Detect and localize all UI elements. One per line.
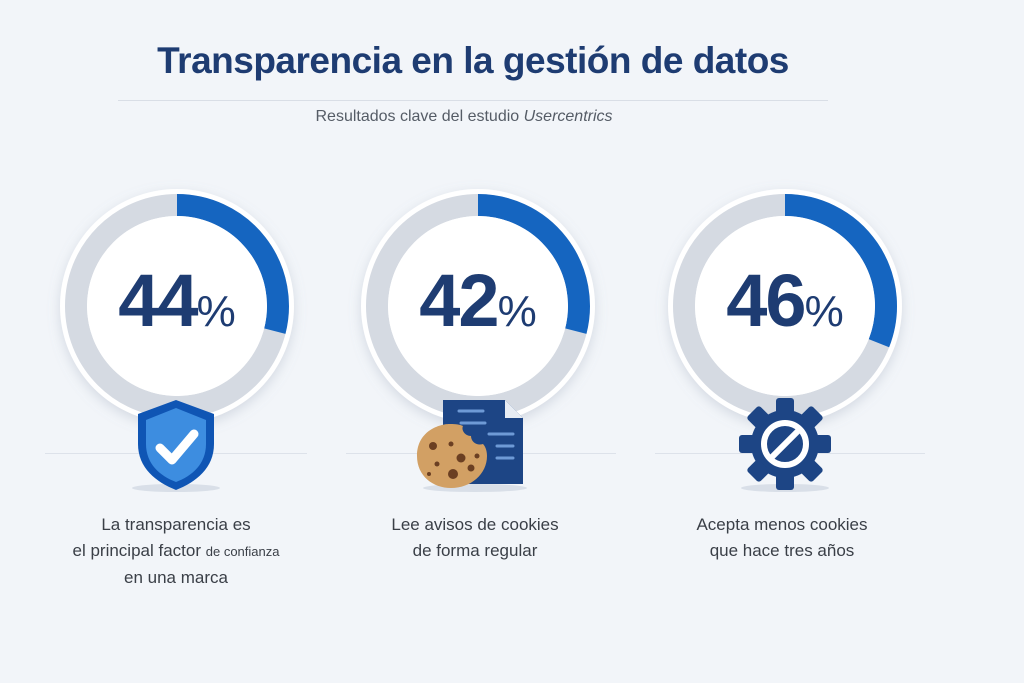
ring-value-arc (176, 194, 289, 334)
ring-center (388, 216, 568, 396)
value-unit: % (196, 287, 236, 336)
value-unit: % (804, 287, 844, 336)
caption-line: de forma regular (412, 541, 538, 560)
caption-line: Acepta menos cookies (696, 515, 868, 534)
subtitle-source: Usercentrics (523, 108, 613, 125)
ring-center (695, 216, 875, 396)
caption-line: Lee avisos de cookies (391, 515, 559, 534)
caption-line: en una marca (124, 568, 228, 587)
value-unit: % (497, 287, 537, 336)
caption-line: el principal factor de confianza (26, 538, 326, 565)
value-number: 44 (118, 259, 198, 342)
page-title: Transparencia en la gestión de datos (157, 40, 789, 81)
caption-line: La transparencia es (101, 515, 251, 534)
ring-center (87, 216, 267, 396)
value-number: 42 (419, 259, 499, 342)
cookie-document-icon (417, 400, 527, 492)
stat-value-3: 46% (665, 258, 905, 343)
stat-value-1: 44% (57, 258, 297, 343)
caption-2: Lee avisos de cookies de forma regular (325, 512, 625, 564)
gear-blocked-icon (739, 398, 831, 492)
shield-check-icon (132, 400, 220, 492)
caption-text: el principal factor (72, 541, 202, 560)
caption-text-small: de confianza (205, 544, 280, 559)
subtitle-text: Resultados clave del estudio (315, 108, 524, 125)
page-subtitle: Resultados clave del estudio Usercentric… (0, 108, 928, 126)
value-number: 46 (726, 259, 806, 342)
ring-value-arc (477, 194, 590, 334)
ring-value-arc (784, 194, 897, 348)
caption-3: Acepta menos cookies que hace tres años (632, 512, 932, 564)
caption-line: que hace tres años (709, 541, 855, 560)
caption-1: La transparencia es el principal factor … (26, 512, 326, 591)
title-divider (118, 100, 828, 101)
stat-value-2: 42% (358, 258, 598, 343)
